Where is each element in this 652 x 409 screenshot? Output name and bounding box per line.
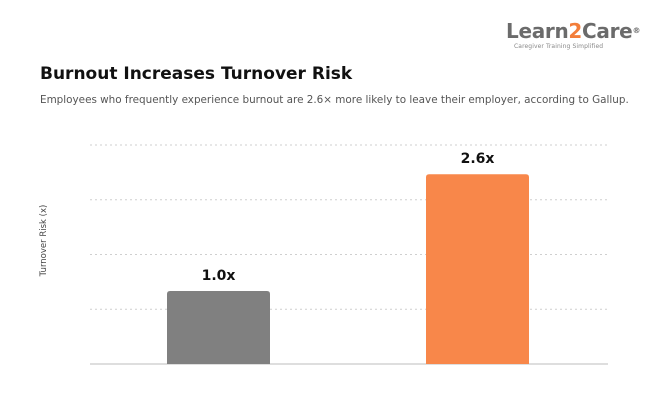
bars	[167, 174, 529, 364]
gridlines	[90, 144, 608, 310]
brand-logo: Learn2Care® Caregiver Training Simplifie…	[506, 20, 640, 54]
logo-wordmark: Learn2Care®	[506, 19, 641, 43]
logo-tagline: Caregiver Training Simplified	[514, 43, 604, 50]
chart-title: Burnout Increases Turnover Risk	[40, 64, 353, 84]
data-label-1: 1.0x	[202, 268, 236, 284]
data-label-2: 2.6x	[461, 151, 495, 167]
chart-subtitle: Employees who frequently experience burn…	[40, 94, 629, 106]
y-axis-label: Turnover Risk (x)	[39, 205, 49, 278]
bar-1	[167, 291, 270, 364]
data-labels: 1.0x 2.6x	[202, 151, 495, 284]
bar-2	[426, 174, 529, 364]
